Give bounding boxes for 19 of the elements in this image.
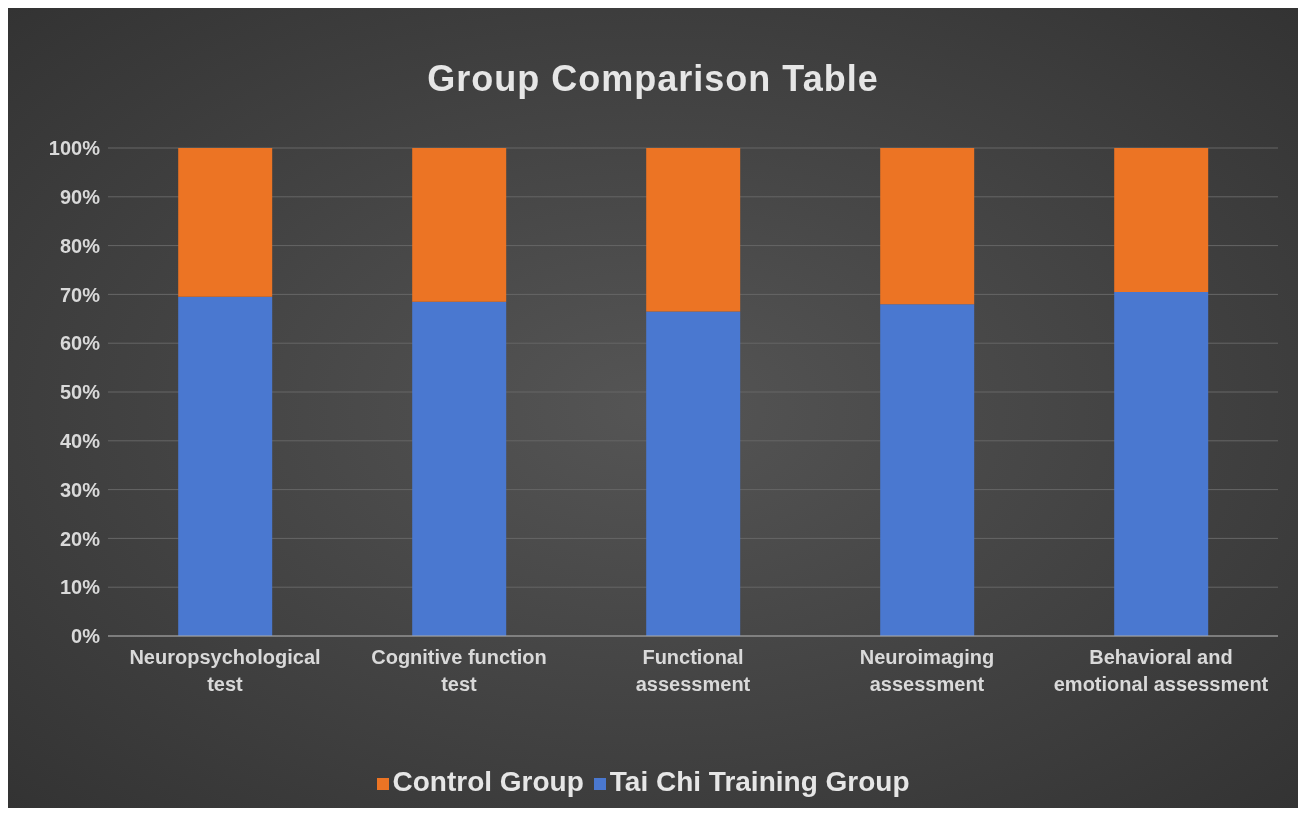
y-tick-label: 70% [59, 283, 101, 306]
y-tick-label: 80% [59, 234, 101, 257]
legend-label: Tai Chi Training Group [609, 766, 910, 797]
y-tick-label: 10% [59, 576, 101, 599]
y-tick-label: 40% [59, 429, 101, 452]
y-tick-label: 90% [59, 185, 101, 208]
legend-label: Control Group [392, 766, 584, 797]
x-tick-label: Behavioral and emotional assessment [1053, 646, 1269, 695]
y-tick-label: 30% [59, 478, 101, 501]
x-tick-label: Cognitive function test [371, 646, 547, 695]
y-tick-label: 100% [48, 137, 101, 160]
y-tick-label: 60% [59, 332, 101, 355]
x-tick-label: Functional assessment [635, 646, 751, 695]
x-tick-label: Neuroimaging assessment [859, 646, 995, 695]
y-tick-label: 20% [59, 527, 101, 550]
y-tick-label: 0% [71, 625, 101, 648]
y-tick-label: 50% [59, 381, 101, 404]
chart-title: Group Comparison Table [426, 57, 880, 101]
x-tick-label: Neuropsychological test [129, 646, 321, 695]
